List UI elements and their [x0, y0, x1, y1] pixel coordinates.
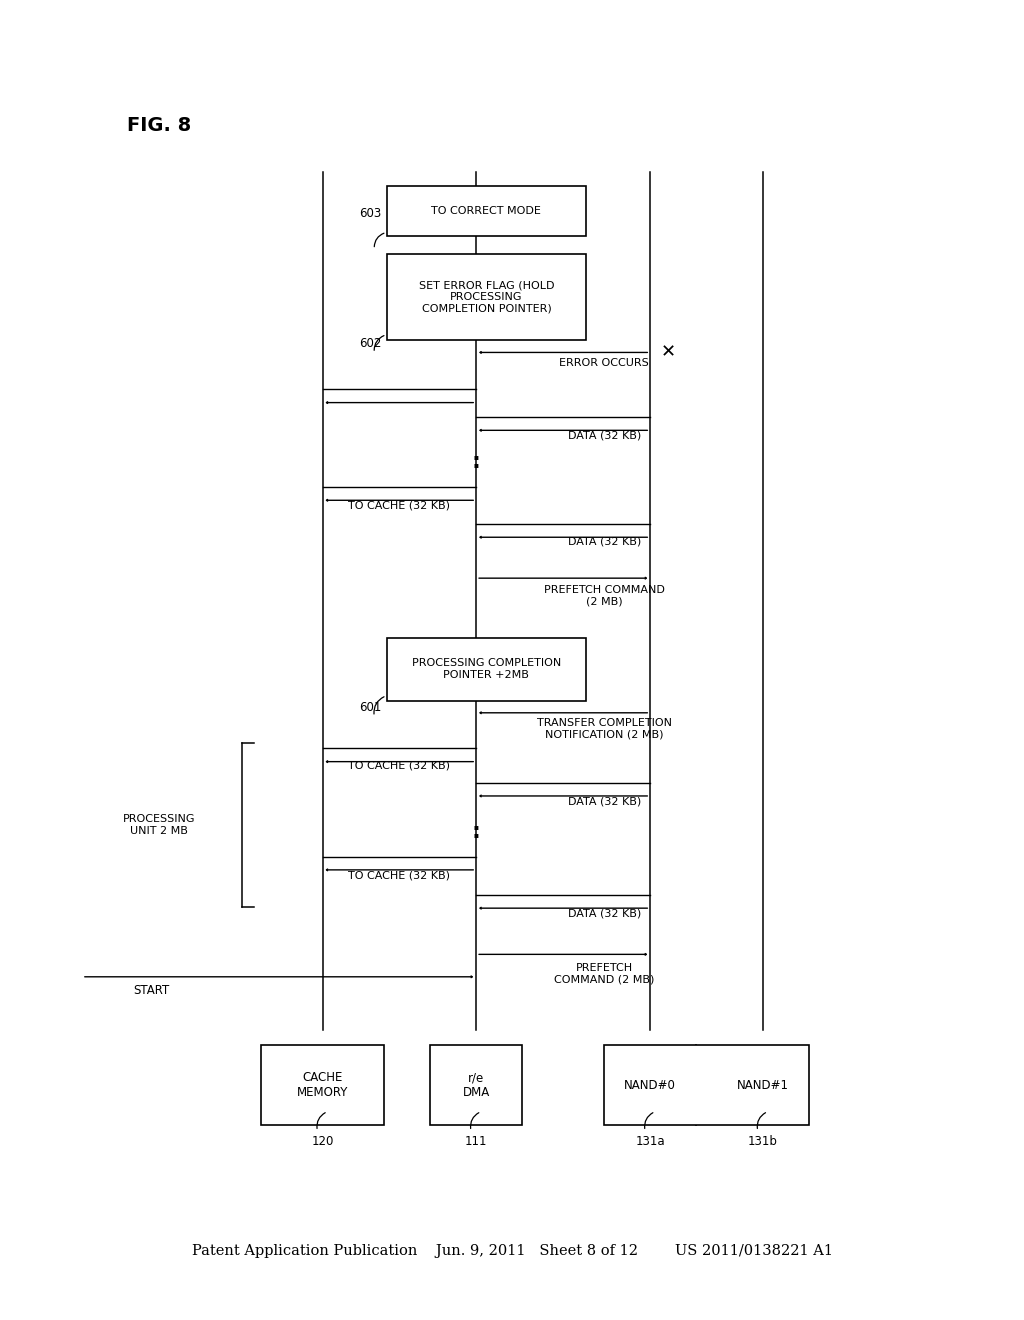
Text: PROCESSING COMPLETION
POINTER +2MB: PROCESSING COMPLETION POINTER +2MB [412, 659, 561, 680]
Text: 602: 602 [359, 338, 382, 350]
Text: TO CORRECT MODE: TO CORRECT MODE [431, 206, 542, 216]
Bar [387, 186, 586, 236]
Text: 131a: 131a [636, 1135, 665, 1148]
Text: NAND#1: NAND#1 [737, 1078, 788, 1092]
Text: ✕: ✕ [662, 343, 676, 362]
Text: 601: 601 [359, 701, 382, 714]
Bar [261, 1045, 384, 1125]
Text: Patent Application Publication    Jun. 9, 2011   Sheet 8 of 12        US 2011/01: Patent Application Publication Jun. 9, 2… [191, 1245, 833, 1258]
Text: PROCESSING
UNIT 2 MB: PROCESSING UNIT 2 MB [123, 814, 195, 836]
Text: DATA (32 KB): DATA (32 KB) [567, 536, 641, 546]
Bar [430, 1045, 522, 1125]
Text: START: START [133, 983, 169, 997]
Text: :: : [472, 451, 480, 473]
Text: TO CACHE (32 KB): TO CACHE (32 KB) [348, 760, 451, 771]
Text: DATA (32 KB): DATA (32 KB) [567, 796, 641, 807]
Bar [604, 1045, 809, 1125]
Text: r/e
DMA: r/e DMA [463, 1071, 489, 1100]
Text: PREFETCH
COMMAND (2 MB): PREFETCH COMMAND (2 MB) [554, 964, 654, 985]
Text: FIG. 8: FIG. 8 [127, 116, 190, 135]
Text: 111: 111 [465, 1135, 487, 1148]
Text: 131b: 131b [748, 1135, 778, 1148]
Text: NAND#0: NAND#0 [625, 1078, 676, 1092]
Text: :: : [472, 821, 480, 842]
Text: TO CACHE (32 KB): TO CACHE (32 KB) [348, 500, 451, 511]
Text: 120: 120 [311, 1135, 334, 1148]
Text: CACHE
MEMORY: CACHE MEMORY [297, 1071, 348, 1100]
Text: ERROR OCCURS: ERROR OCCURS [559, 358, 649, 368]
Text: SET ERROR FLAG (HOLD
PROCESSING
COMPLETION POINTER): SET ERROR FLAG (HOLD PROCESSING COMPLETI… [419, 280, 554, 314]
Text: TRANSFER COMPLETION
NOTIFICATION (2 MB): TRANSFER COMPLETION NOTIFICATION (2 MB) [537, 718, 672, 739]
Bar [387, 253, 586, 339]
Text: DATA (32 KB): DATA (32 KB) [567, 430, 641, 441]
Bar [387, 638, 586, 701]
Text: TO CACHE (32 KB): TO CACHE (32 KB) [348, 870, 451, 880]
Text: PREFETCH COMMAND
(2 MB): PREFETCH COMMAND (2 MB) [544, 585, 665, 606]
Text: 603: 603 [359, 207, 382, 220]
Text: DATA (32 KB): DATA (32 KB) [567, 908, 641, 919]
